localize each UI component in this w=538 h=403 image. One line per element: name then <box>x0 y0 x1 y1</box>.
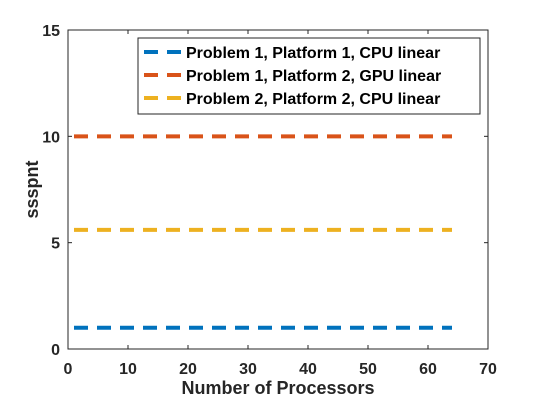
x-axis: 0 10 20 30 40 50 60 70 <box>64 30 497 378</box>
legend-label-2: Problem 1, Platform 2, GPU linear <box>186 68 441 85</box>
legend-items: Problem 1, Platform 1, CPU linear Problem… <box>144 45 441 108</box>
x-tick-label: 70 <box>479 361 497 378</box>
x-tick-label: 40 <box>299 361 317 378</box>
x-tick-label: 60 <box>419 361 437 378</box>
y-axis: 0 5 10 15 <box>42 23 488 359</box>
legend-label-3: Problem 2, Platform 2, CPU linear <box>186 91 440 108</box>
x-tick-label: 30 <box>239 361 257 378</box>
plot-area <box>67 29 489 350</box>
legend-label-1: Problem 1, Platform 1, CPU linear <box>186 45 440 62</box>
x-axis-label: Number of Processors <box>181 378 374 398</box>
legend: Problem 1, Platform 1, CPU linear Problem… <box>137 37 481 115</box>
legend-box <box>137 37 481 115</box>
y-tick-label: 15 <box>42 23 60 40</box>
y-tick-label: 10 <box>42 129 60 146</box>
x-tick-label: 20 <box>179 361 197 378</box>
y-tick-label: 5 <box>51 236 60 253</box>
y-axis-label: ssspnt <box>22 160 42 218</box>
series-layer <box>74 134 452 330</box>
y-tick-label: 0 <box>51 342 60 359</box>
x-tick-label: 10 <box>119 361 137 378</box>
x-tick-label: 50 <box>359 361 377 378</box>
x-tick-label: 0 <box>64 361 73 378</box>
